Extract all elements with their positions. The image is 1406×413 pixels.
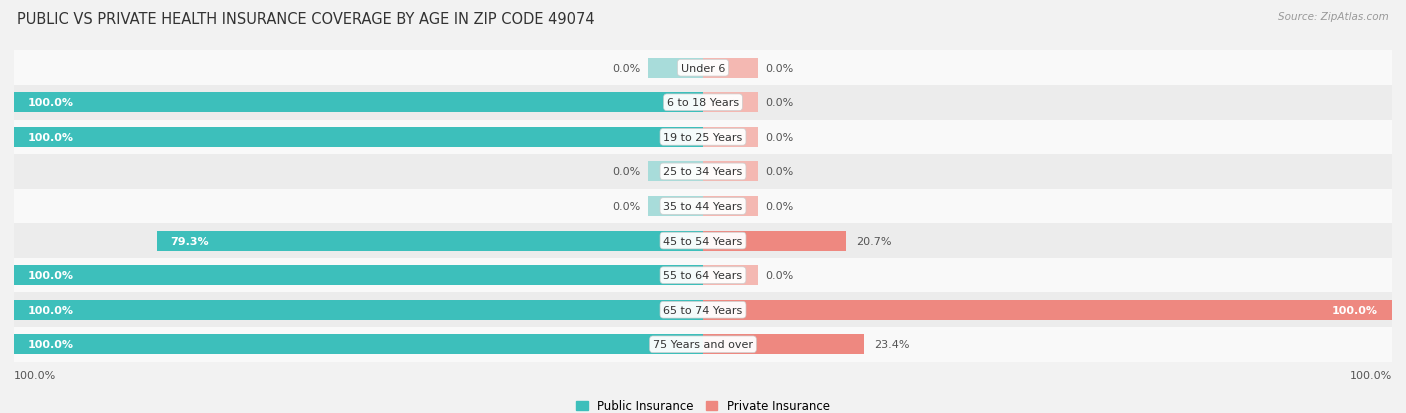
Bar: [156, 231, 703, 251]
Bar: [648, 197, 703, 216]
Bar: [703, 197, 758, 216]
Bar: [14, 335, 703, 354]
Text: 0.0%: 0.0%: [765, 64, 793, 74]
Bar: [703, 300, 1392, 320]
Bar: [703, 93, 758, 113]
Bar: [648, 162, 703, 182]
Text: 25 to 34 Years: 25 to 34 Years: [664, 167, 742, 177]
Bar: [14, 224, 1392, 258]
Text: 0.0%: 0.0%: [613, 64, 641, 74]
Text: 6 to 18 Years: 6 to 18 Years: [666, 98, 740, 108]
Text: 100.0%: 100.0%: [14, 370, 56, 380]
Bar: [14, 86, 1392, 120]
Text: 100.0%: 100.0%: [1350, 370, 1392, 380]
Text: 0.0%: 0.0%: [765, 167, 793, 177]
Bar: [14, 300, 703, 320]
Bar: [703, 128, 758, 147]
Bar: [703, 266, 758, 285]
Text: 65 to 74 Years: 65 to 74 Years: [664, 305, 742, 315]
Text: 0.0%: 0.0%: [765, 202, 793, 211]
Text: 75 Years and over: 75 Years and over: [652, 339, 754, 349]
Text: 100.0%: 100.0%: [28, 98, 75, 108]
Text: 0.0%: 0.0%: [765, 133, 793, 142]
Bar: [14, 258, 1392, 293]
Legend: Public Insurance, Private Insurance: Public Insurance, Private Insurance: [571, 395, 835, 413]
Bar: [703, 59, 758, 78]
Text: 45 to 54 Years: 45 to 54 Years: [664, 236, 742, 246]
Text: 0.0%: 0.0%: [765, 98, 793, 108]
Text: 100.0%: 100.0%: [28, 339, 75, 349]
Text: 100.0%: 100.0%: [1331, 305, 1378, 315]
Bar: [703, 162, 758, 182]
Text: 0.0%: 0.0%: [765, 271, 793, 280]
Text: 100.0%: 100.0%: [28, 305, 75, 315]
Text: 20.7%: 20.7%: [856, 236, 891, 246]
Text: 100.0%: 100.0%: [28, 271, 75, 280]
Text: 0.0%: 0.0%: [613, 202, 641, 211]
Bar: [14, 266, 703, 285]
Bar: [703, 231, 845, 251]
Bar: [648, 59, 703, 78]
Bar: [703, 335, 865, 354]
Text: 19 to 25 Years: 19 to 25 Years: [664, 133, 742, 142]
Text: 100.0%: 100.0%: [28, 133, 75, 142]
Bar: [14, 128, 703, 147]
Text: Source: ZipAtlas.com: Source: ZipAtlas.com: [1278, 12, 1389, 22]
Text: 0.0%: 0.0%: [613, 167, 641, 177]
Bar: [14, 327, 1392, 362]
Bar: [14, 120, 1392, 155]
Text: 35 to 44 Years: 35 to 44 Years: [664, 202, 742, 211]
Bar: [14, 155, 1392, 189]
Text: 79.3%: 79.3%: [170, 236, 209, 246]
Text: Under 6: Under 6: [681, 64, 725, 74]
Bar: [14, 51, 1392, 86]
Bar: [14, 189, 1392, 224]
Text: PUBLIC VS PRIVATE HEALTH INSURANCE COVERAGE BY AGE IN ZIP CODE 49074: PUBLIC VS PRIVATE HEALTH INSURANCE COVER…: [17, 12, 595, 27]
Bar: [14, 93, 703, 113]
Text: 23.4%: 23.4%: [875, 339, 910, 349]
Bar: [14, 293, 1392, 327]
Text: 55 to 64 Years: 55 to 64 Years: [664, 271, 742, 280]
